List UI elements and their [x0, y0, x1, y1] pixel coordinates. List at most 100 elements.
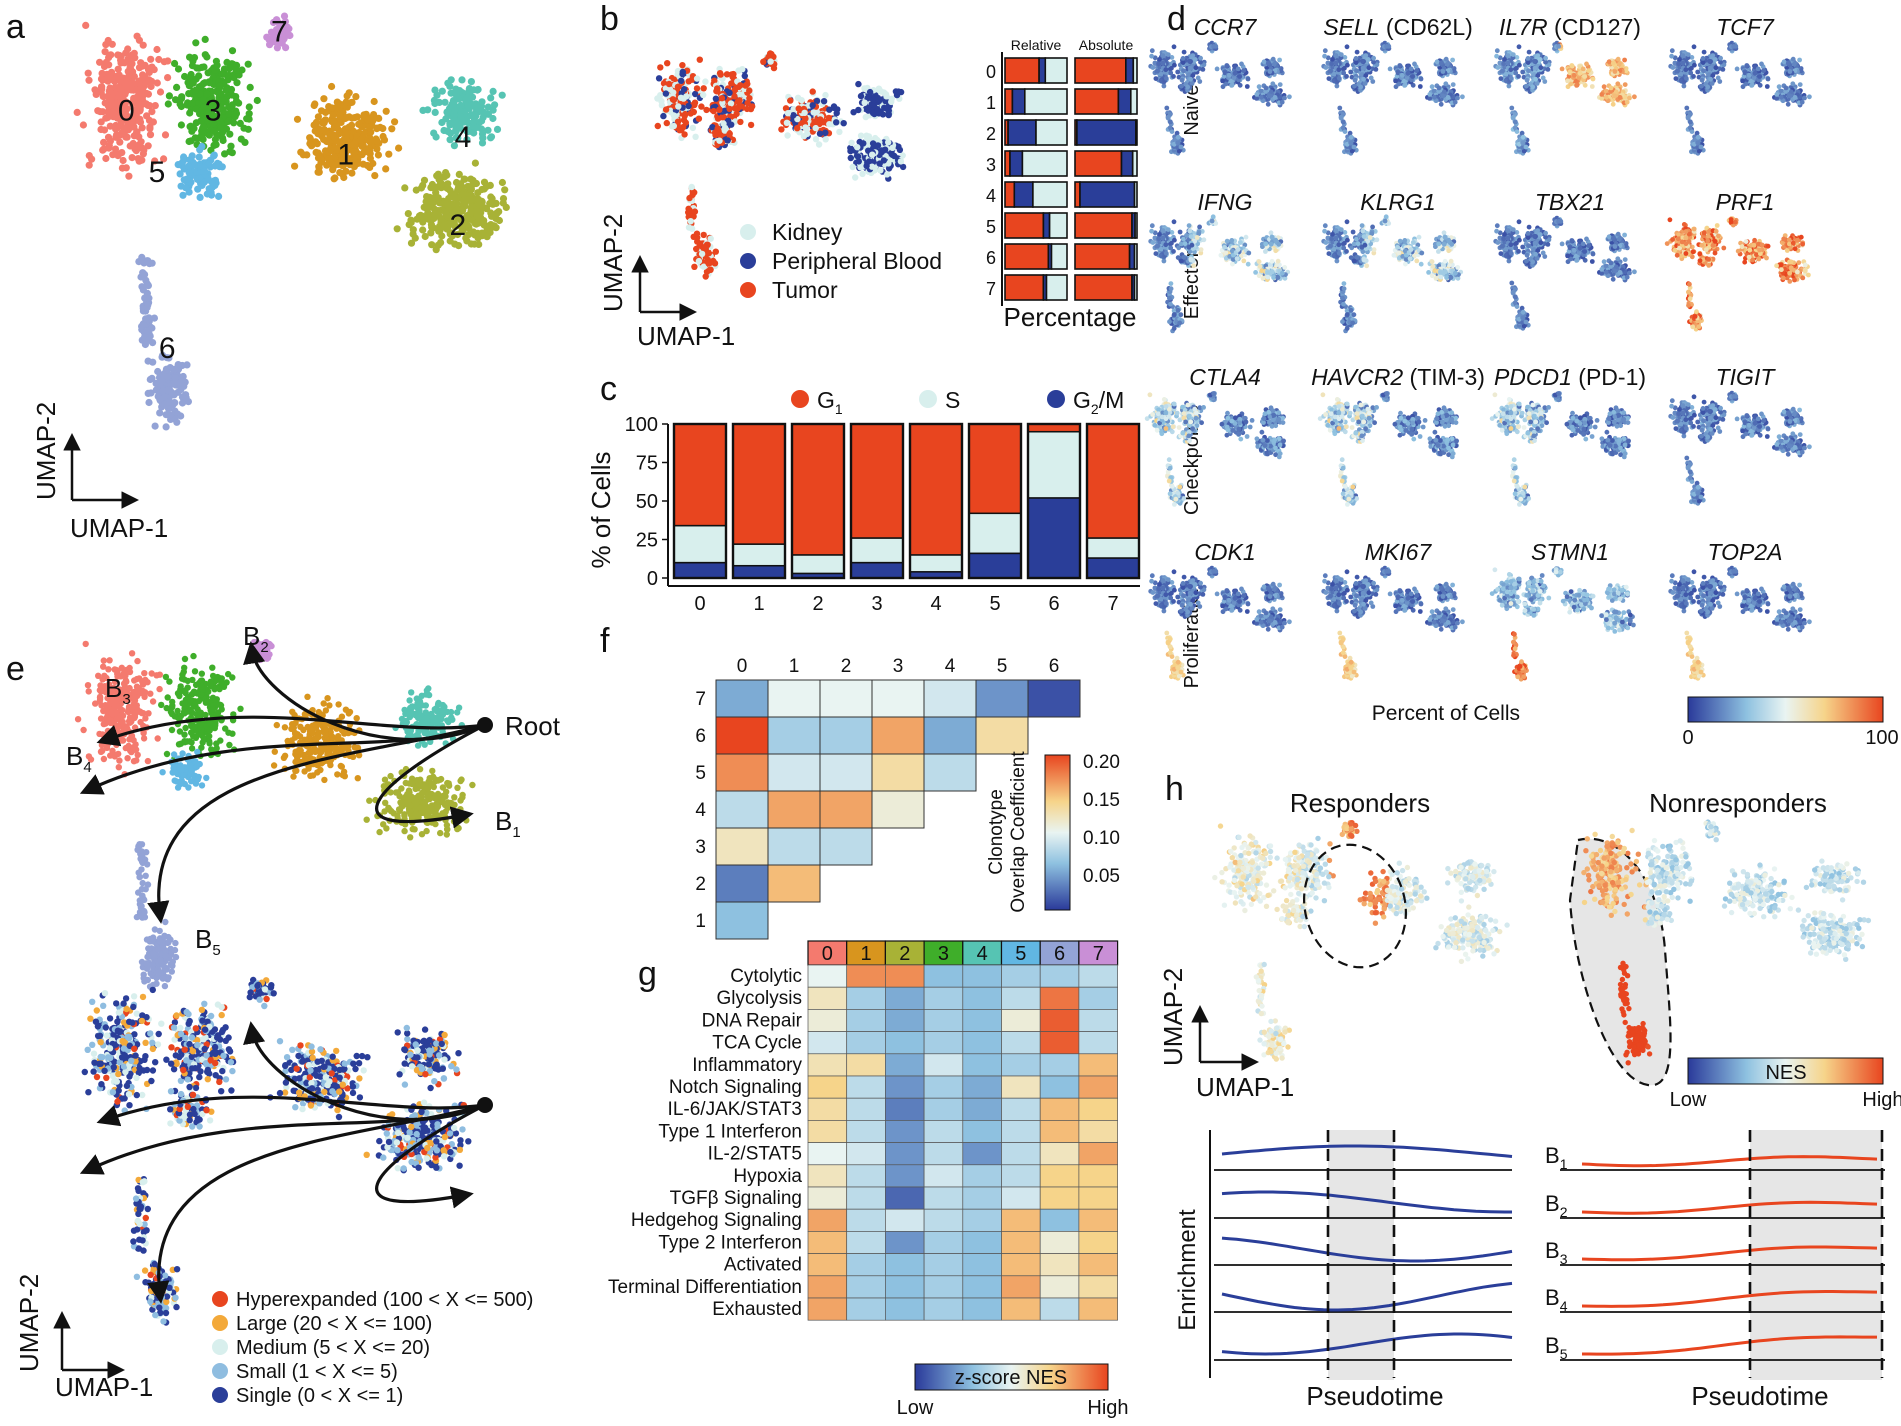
cell-point	[883, 93, 890, 100]
cell-point	[1235, 66, 1241, 72]
cell-point	[737, 118, 744, 126]
cell-point	[391, 118, 399, 126]
cell-point	[1338, 114, 1344, 120]
cell-point	[159, 370, 167, 379]
cell-point	[696, 56, 703, 63]
bar-segment	[1074, 150, 1123, 177]
panel-label-a: a	[6, 8, 25, 46]
cell-point	[1371, 55, 1376, 61]
cell-point	[1188, 76, 1193, 82]
cell-point	[1220, 78, 1225, 84]
panel-label-c: c	[600, 370, 617, 408]
cell-point	[729, 73, 736, 81]
bar-segment	[1074, 243, 1131, 270]
cell-point	[849, 163, 856, 171]
cell-point	[703, 106, 710, 114]
cell-point	[1543, 55, 1548, 61]
bar-segment	[1032, 181, 1068, 208]
umap-axes: UMAP-1 UMAP-2	[31, 402, 168, 543]
cell-point	[1757, 74, 1763, 79]
cell-point	[1632, 94, 1637, 100]
cell-point	[1612, 69, 1618, 74]
cell-point	[747, 121, 755, 129]
bar-segment	[1004, 57, 1040, 84]
cell-point	[1606, 59, 1612, 65]
cell-point	[681, 131, 688, 138]
cell-point	[1512, 125, 1518, 131]
c-bar-segment	[850, 537, 904, 564]
cell-point	[188, 127, 196, 135]
cell-point	[1440, 69, 1446, 74]
c-bar-segment	[673, 561, 727, 579]
cell-point	[332, 122, 340, 131]
cell-point	[1720, 67, 1726, 72]
cell-point	[1353, 60, 1359, 65]
cell-point	[741, 72, 748, 80]
cell-point	[1168, 70, 1174, 76]
c-bar-segment	[909, 423, 963, 556]
c-bar-segment	[1027, 497, 1081, 579]
cell-point	[1167, 125, 1173, 131]
cell-point	[875, 85, 883, 92]
cell-point	[1271, 61, 1277, 67]
cell-point	[875, 97, 883, 105]
cell-point	[177, 412, 185, 420]
cell-point	[1333, 53, 1339, 58]
cell-point	[812, 124, 819, 132]
cell-point	[191, 86, 199, 94]
cell-point	[1214, 66, 1220, 72]
bar-segment	[1044, 57, 1068, 84]
cell-point	[96, 58, 104, 66]
cell-point	[859, 170, 866, 178]
c-bar-segment	[968, 423, 1022, 515]
cell-point	[1244, 84, 1250, 89]
cell-point	[1510, 114, 1516, 120]
cell-point	[328, 104, 336, 112]
cell-point	[449, 103, 457, 112]
cell-point	[149, 118, 157, 126]
cell-point	[1691, 44, 1697, 50]
cell-point	[407, 218, 415, 227]
cell-point	[662, 90, 670, 97]
cell-point	[1237, 74, 1243, 79]
bar-segment	[1007, 119, 1037, 146]
cell-point	[148, 108, 156, 116]
cell-point	[1797, 57, 1802, 63]
cell-point	[315, 168, 323, 176]
cell-point	[654, 122, 661, 130]
cell-point	[1165, 52, 1171, 57]
cell-point	[816, 130, 824, 137]
cell-cycle-legend: G1 S G2/M	[791, 387, 1124, 417]
cell-point	[171, 365, 179, 373]
cell-point	[153, 45, 161, 54]
cell-point	[183, 361, 191, 369]
cell-point	[1414, 68, 1420, 73]
cell-point	[1683, 75, 1689, 81]
cell-point	[380, 136, 389, 144]
cell-point	[1180, 60, 1186, 65]
cell-point	[854, 144, 861, 151]
cell-point	[116, 138, 124, 146]
c-bar-segment	[791, 554, 845, 575]
cell-point	[1673, 76, 1679, 81]
cell-point	[1574, 83, 1579, 88]
cell-point	[689, 124, 697, 132]
cell-point	[1678, 71, 1684, 77]
cell-point	[733, 110, 740, 118]
cell-point	[127, 82, 135, 90]
cell-point	[141, 73, 149, 81]
cell-point	[1193, 65, 1199, 71]
cell-point	[104, 102, 113, 110]
cell-point	[1612, 93, 1618, 99]
c-bar-segment	[673, 423, 727, 527]
cell-point	[343, 92, 351, 100]
cell-point	[1452, 99, 1458, 105]
cell-point	[1712, 57, 1718, 62]
cell-point	[1192, 57, 1198, 62]
cell-point	[474, 234, 482, 242]
cell-point	[1556, 44, 1561, 49]
cell-point	[1164, 105, 1170, 111]
legend-label-main: G	[817, 387, 835, 413]
cell-point	[480, 178, 489, 186]
